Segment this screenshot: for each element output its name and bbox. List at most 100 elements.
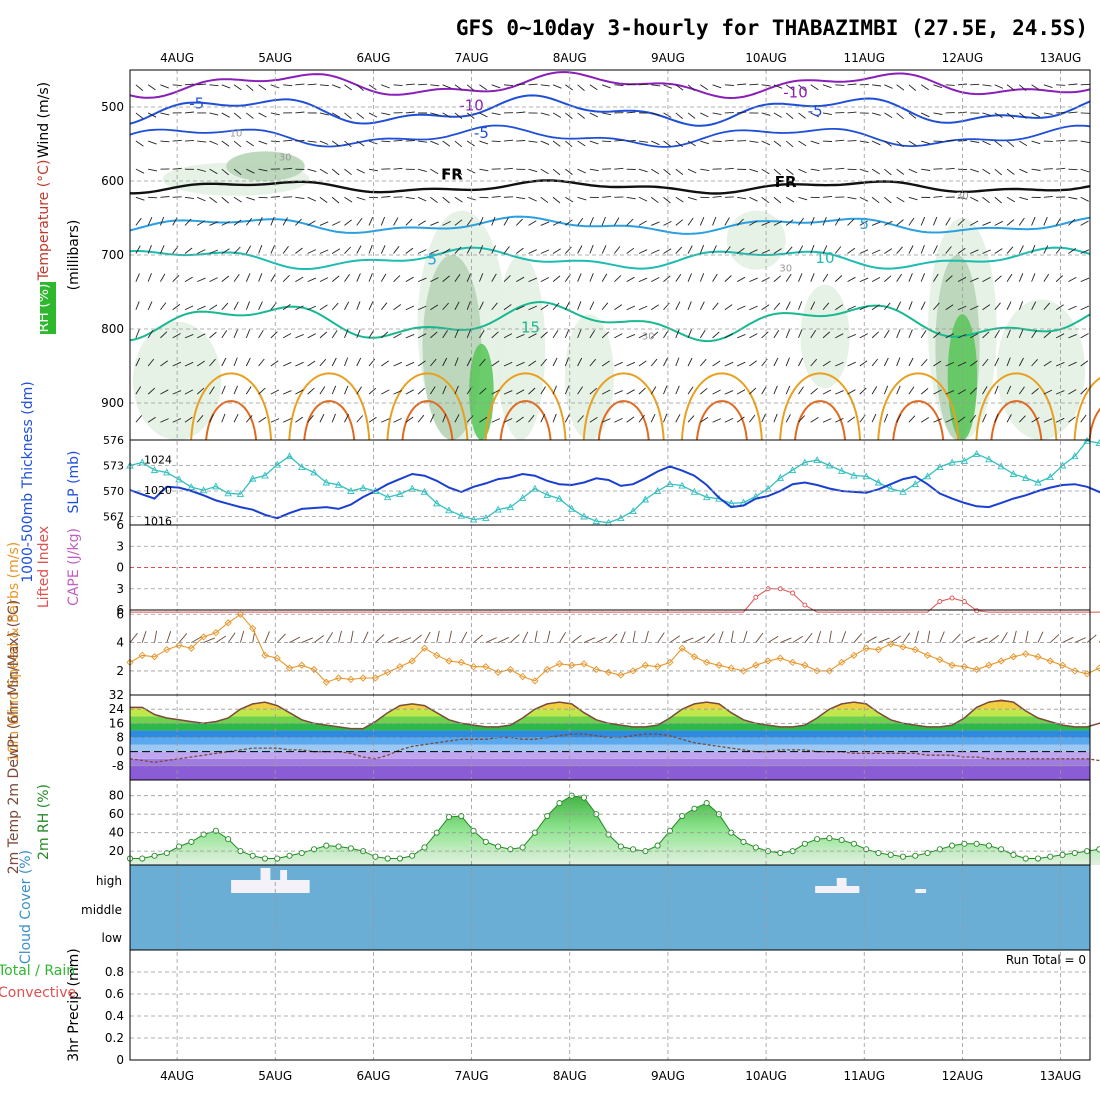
wind-barb (687, 112, 696, 119)
wind-barb (380, 302, 388, 311)
wind-barb (822, 273, 829, 282)
wind-barb (283, 84, 293, 87)
wind-barb (356, 301, 361, 310)
wind-barb (233, 168, 242, 176)
wind-barb (295, 83, 305, 86)
ylabel-wind: Wind (m/s) (36, 82, 52, 158)
slp-marker (285, 452, 294, 460)
slp-marker (322, 478, 331, 486)
wind-barb (430, 249, 439, 254)
wind-barb (196, 415, 204, 423)
slp-marker (383, 493, 392, 501)
wind-barb (994, 84, 1004, 89)
ylabel-rh2m: 2m RH (%) (36, 784, 52, 860)
lifted-index-marker (974, 608, 980, 614)
wind-barb (859, 305, 869, 311)
wind-speed-marker (1046, 657, 1054, 665)
wind-barb (577, 140, 586, 147)
wind-speed-marker (653, 663, 662, 671)
wind-speed-marker (604, 668, 613, 676)
wind-barb (650, 304, 659, 311)
slp-marker (187, 483, 196, 491)
wind-barb (1080, 168, 1090, 173)
wind-barb (197, 196, 206, 202)
slp-marker (629, 507, 637, 515)
wind-barb (883, 385, 889, 395)
rh-shade-10 (947, 314, 978, 440)
slp-marker (702, 493, 711, 501)
slp-marker (224, 489, 232, 497)
wind-barb (1080, 414, 1087, 423)
slp-marker (1071, 452, 1079, 460)
wind-barb-10m (730, 630, 734, 643)
rh-marker (666, 827, 673, 834)
wind-speed-marker (531, 677, 539, 685)
wind-barb (1031, 112, 1040, 118)
wind-barb (933, 245, 938, 254)
wind-barb (835, 361, 844, 367)
wind-barb (147, 273, 152, 282)
wind-barb (982, 386, 988, 395)
wind-barb (135, 112, 144, 119)
wind-speed-marker (899, 643, 907, 651)
wind-speed-marker (543, 665, 551, 674)
wind-barb (528, 83, 538, 86)
wind-barb (319, 414, 325, 423)
wind-barb (479, 273, 484, 282)
wind-barb (147, 301, 153, 310)
wind-barb (1055, 217, 1062, 226)
wind-barb (601, 418, 611, 423)
wind-barb (565, 84, 573, 91)
wind-barb (884, 248, 893, 254)
wind-barb (785, 112, 794, 119)
slp-marker (1083, 436, 1091, 444)
contour-label-4: -5 (808, 102, 823, 120)
wind-barb (319, 304, 328, 311)
wind-speed-marker (592, 665, 600, 674)
wind-barb (872, 84, 882, 87)
wind-barb (1019, 196, 1029, 201)
wind-barb (442, 413, 447, 423)
wind-barb (454, 357, 459, 367)
wind-speed-marker (923, 651, 932, 659)
wind-barb (663, 302, 670, 311)
warm-contour-8 (582, 372, 665, 441)
wind-barb (344, 112, 352, 119)
wind-barb (810, 168, 820, 172)
wind-barb-10m (694, 636, 706, 643)
wind-barb (1031, 301, 1037, 310)
wind-barb (381, 389, 390, 395)
wind-barb-10m (1049, 634, 1060, 643)
wind-barb (356, 329, 361, 339)
wind-barb (491, 112, 501, 116)
wind-barb (749, 220, 758, 226)
wind-barb (614, 304, 623, 311)
wind-speed-marker (936, 655, 944, 664)
wind-barb (552, 140, 561, 147)
wind-barb (675, 196, 684, 203)
warm-contour-13 (1073, 376, 1100, 441)
wind-barb (761, 331, 769, 339)
slp-marker (948, 458, 956, 466)
wind-barb (908, 112, 917, 119)
wind-barb (454, 301, 460, 310)
wind-barb (442, 385, 447, 395)
ylabel-temperature: Temperature (°C) (36, 160, 52, 282)
wind-barb (565, 219, 573, 226)
slp-marker (359, 483, 367, 491)
wind-speed-marker (199, 633, 208, 641)
wind-barb (233, 219, 242, 226)
wind-barb (258, 273, 263, 282)
wind-barb (528, 196, 537, 202)
ylabel-lifted-index: Lifted Index (36, 526, 52, 608)
wind-barb (331, 385, 337, 395)
wind-barb (147, 217, 153, 226)
rh-marker (850, 840, 857, 847)
contour-label-10: 15 (521, 319, 540, 337)
temp-contour-15 (129, 301, 1091, 343)
wind-barb (344, 385, 349, 395)
wind-barb (847, 305, 856, 311)
slp-marker (972, 449, 981, 457)
wind-barb (503, 217, 509, 226)
wind-barb (491, 389, 500, 395)
